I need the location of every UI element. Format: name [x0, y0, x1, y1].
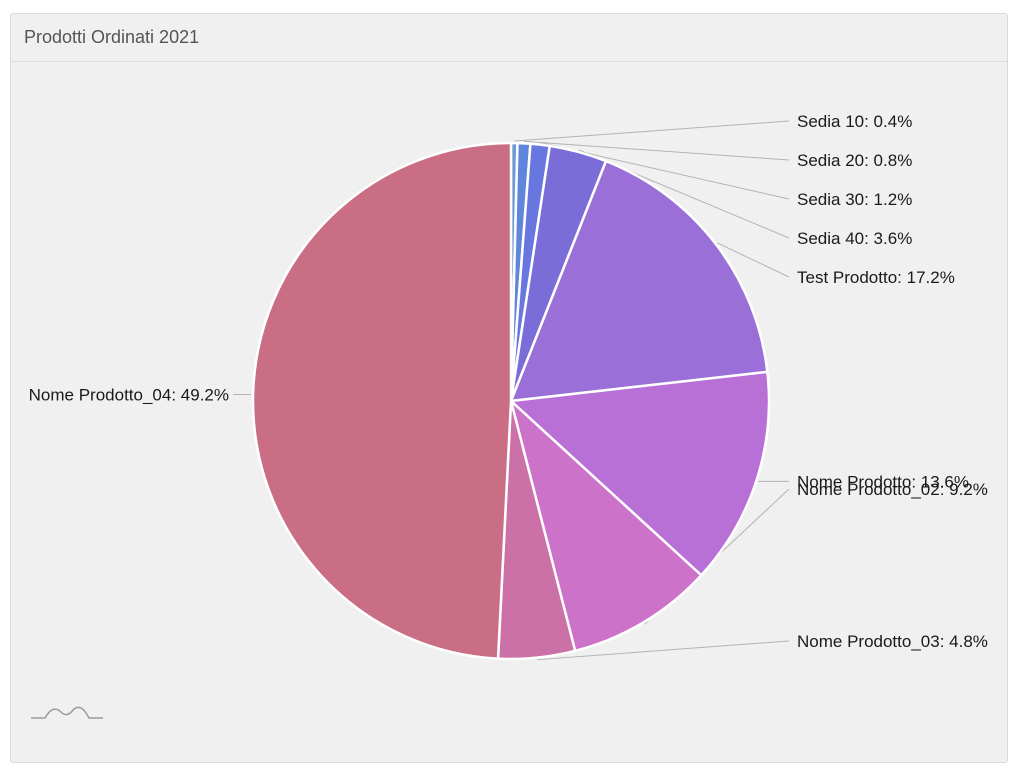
slice-label: Test Prodotto: 17.2% — [797, 268, 955, 287]
panel-title: Prodotti Ordinati 2021 — [24, 27, 200, 47]
pie-chart: Sedia 10: 0.4% Sedia 20: 0.8% Sedia 30: 1.… — [29, 112, 988, 661]
panel-header: Prodotti Ordinati 2021 — [11, 14, 1007, 62]
slice-label: Nome Prodotto_02: 9.2% — [797, 480, 988, 499]
leader-line — [514, 120, 790, 142]
pie-slice-test-prodotto[interactable] — [509, 159, 769, 403]
slice-label: Sedia 10: 0.4% — [797, 112, 912, 131]
slice-label: Sedia 20: 0.8% — [797, 151, 912, 170]
slice-label: Sedia 30: 1.2% — [797, 190, 912, 209]
pie-slice-nome-prodotto[interactable] — [509, 370, 771, 577]
slice-label: Nome Prodotto_04: 49.2% — [29, 385, 229, 404]
pie-slice-nome-prodotto-02[interactable] — [509, 399, 703, 653]
leader-line — [537, 640, 790, 661]
leader-line — [524, 140, 790, 161]
slice-label: Sedia 40: 3.6% — [797, 229, 912, 248]
chart-panel: Prodotti Ordinati 2021 Sedia 10: 0.4% Sed… — [10, 13, 1008, 763]
pie-slice-nome-prodotto-04[interactable] — [251, 141, 513, 660]
chart-watermark-icon — [31, 706, 103, 719]
slice-label: Nome Prodotto_03: 4.8% — [797, 632, 988, 651]
leader-line — [717, 242, 790, 278]
slice-label: Nome Prodotto: 13.6% — [797, 472, 969, 491]
